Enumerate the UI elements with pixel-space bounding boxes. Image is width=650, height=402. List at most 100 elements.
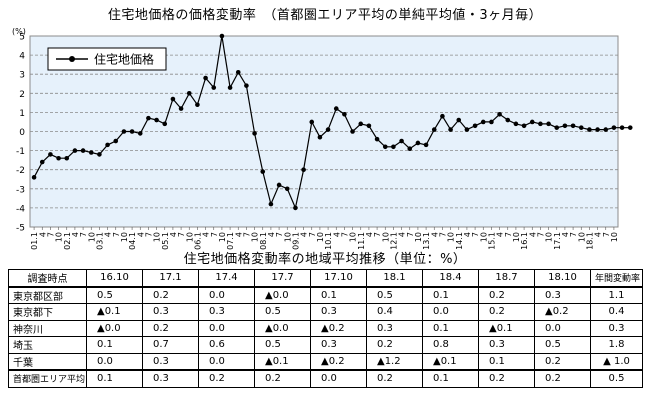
table-cell: ▲0.2: [310, 352, 367, 371]
x-tick-label: 4: [430, 232, 439, 237]
data-point: [497, 112, 502, 117]
data-point: [211, 85, 217, 90]
x-tick-label: 7: [79, 232, 88, 237]
x-tick-label: 4: [38, 232, 47, 237]
x-tick-label: 7: [46, 232, 55, 237]
x-tick-label: 10: [381, 232, 390, 242]
table-cell: ▲0.1: [254, 352, 311, 371]
table-row: 埼玉 0.1 0.7 0.6 0.5 0.3 0.2 0.8 0.3 0.5 1.8: [8, 336, 643, 354]
x-tick-label: 7: [308, 232, 317, 237]
table-cell: 0.1: [422, 285, 479, 304]
table-cell: 0.4: [366, 303, 423, 321]
x-tick-label: 10: [577, 232, 586, 242]
y-tick-label: -1: [16, 147, 25, 157]
x-tick-label: 4: [300, 232, 309, 237]
data-point: [415, 140, 421, 146]
x-tick-label: 4: [496, 232, 505, 237]
table-cell: 0.5: [254, 336, 311, 354]
x-tick-label: 4: [594, 232, 603, 237]
data-point: [31, 175, 37, 180]
table-cell: 0.0: [310, 369, 367, 388]
y-tick-label: 3: [19, 71, 25, 81]
x-tick-label: 7: [177, 232, 186, 237]
data-point: [538, 121, 543, 127]
data-point: [595, 127, 600, 132]
x-tick-label: 10: [120, 232, 129, 242]
table-header-row: 調査時点 16.10 17.1 17.4 17.7 17.10 18.1 18.4 18.7 18…: [8, 269, 643, 287]
x-tick-label: 7: [275, 232, 284, 237]
data-point: [80, 148, 86, 153]
table-cell: 0.3: [534, 285, 591, 304]
x-tick-label: 10: [447, 232, 456, 242]
data-point: [399, 138, 404, 144]
table-row: 東京都下 ▲0.1 0.3 0.3 0.5 0.3 0.4 0.0 0.2 ▲0.2 0.4: [8, 303, 643, 321]
row-region-name: 東京都区部: [8, 285, 87, 304]
table-cell: 0.2: [478, 369, 535, 388]
x-tick-label: 4: [398, 232, 407, 237]
header-period: 18.7: [478, 269, 535, 287]
data-point: [219, 33, 225, 39]
header-period: 18.10: [534, 269, 591, 287]
data-point: [268, 201, 274, 207]
table-cell: 0.2: [254, 369, 311, 388]
x-tick-label: 10: [283, 232, 292, 242]
x-tick-label: 18.1: [585, 232, 594, 250]
x-tick-label: 10: [316, 232, 325, 242]
y-tick-label: -4: [16, 204, 25, 214]
header-period: 17.4: [198, 269, 255, 287]
table-cell: 0.0: [198, 285, 255, 304]
table-cell: 0.3: [142, 303, 199, 321]
chart-area: -5 -4 -3 -2 -1 0 1 2 3 4 5 (%) 01.1 4 7 10 02.1 4 7 10 03.1 4…: [0, 24, 650, 270]
data-point: [203, 75, 208, 81]
table-cell: 0.3: [198, 303, 255, 321]
table-cell: ▲0.1: [478, 319, 535, 337]
table-cell: ▲0.0: [86, 319, 143, 337]
x-tick-label: 11.1: [357, 232, 366, 250]
data-point: [578, 125, 584, 130]
data-point: [276, 182, 282, 188]
y-tick-label: 0: [19, 128, 25, 138]
x-tick-label: 05.1: [161, 232, 170, 250]
x-tick-label: 10: [218, 232, 227, 242]
table-cell: ▲0.1: [86, 303, 143, 321]
data-point: [129, 129, 135, 134]
data-point: [546, 121, 551, 127]
table-title: 住宅地価格変動率の地域平均推移（単位：%）: [183, 252, 467, 267]
header-period: 17.1: [142, 269, 199, 287]
table-cell: 0.2: [478, 303, 535, 321]
data-point: [554, 125, 560, 130]
x-tick-label: 10.1: [324, 232, 333, 250]
table-cell: 0.2: [198, 369, 255, 388]
data-point: [489, 119, 494, 125]
x-tick-label: 7: [471, 232, 480, 237]
data-point: [611, 125, 617, 130]
table-row: 東京都区部 0.5 0.2 0.0 ▲0.0 0.1 0.5 0.1 0.2 0.3 1.1: [8, 285, 643, 304]
x-tick-label: 4: [136, 232, 145, 237]
data-point: [105, 142, 110, 148]
x-tick-label: 10: [87, 232, 96, 242]
table-cell: 0.7: [142, 336, 199, 354]
table-cell: 0.1: [478, 352, 535, 371]
row-region-name: 首都圏エリア平均: [8, 369, 87, 388]
data-point: [333, 106, 339, 111]
regional-change-table: 調査時点 16.10 17.1 17.4 17.7 17.10 18.1 18.4 18.7 18…: [8, 269, 643, 388]
data-point: [195, 102, 200, 108]
legend-label: 住宅地価格: [94, 52, 154, 67]
x-tick-label: 09.1: [291, 232, 300, 250]
data-point: [178, 106, 184, 111]
table-cell: 0.3: [310, 336, 367, 354]
table-cell: 0.1: [422, 319, 479, 337]
table-cell: 0.3: [478, 336, 535, 354]
row-region-name: 埼玉: [8, 336, 87, 354]
table-cell: 0.0: [86, 352, 143, 371]
data-point: [39, 159, 45, 165]
data-point: [325, 127, 331, 132]
y-axis-unit: (%): [12, 27, 26, 36]
table-cell: 0.2: [534, 352, 591, 371]
data-point: [529, 119, 535, 125]
table-cell: ▲0.2: [310, 319, 367, 337]
table-cell: ▲0.0: [254, 285, 311, 304]
x-tick-label: 7: [144, 232, 153, 237]
table-cell: 0.3: [142, 352, 199, 371]
